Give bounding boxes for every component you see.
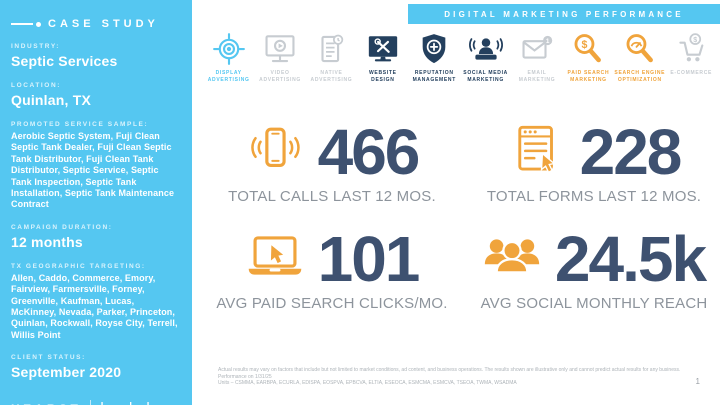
shield-plus-icon xyxy=(417,32,451,66)
units-list: Units – CSMMA, EARBPA, ECURLA, EDISPA, E… xyxy=(218,380,517,387)
service-label: VIDEO ADVERTISING xyxy=(259,70,302,83)
cart-dollar-icon: $ xyxy=(674,32,708,66)
service-label: E-COMMERCE xyxy=(670,70,713,76)
banner-title: DIGITAL MARKETING PERFORMANCE xyxy=(444,9,684,19)
laptop-click-icon xyxy=(246,228,304,291)
service-label: PAID SEARCH MARKETING xyxy=(567,70,610,83)
service-video-advertising: VIDEO ADVERTISING xyxy=(254,32,305,83)
service-email-marketing: 1 EMAIL MARKETING xyxy=(511,32,562,83)
audience-icon xyxy=(483,228,541,291)
magnifier-gauge-icon xyxy=(623,32,657,66)
campaign-duration-label: CAMPAIGN DURATION: xyxy=(11,223,113,231)
client-status-section: CLIENT STATUS: September 2020 xyxy=(11,354,178,380)
location-label: LOCATION: xyxy=(11,82,62,89)
svg-text:1: 1 xyxy=(546,38,550,45)
geo-targeting-list: Allen, Caddo, Commerce, Emory, Fairview,… xyxy=(11,272,178,340)
performance-date: Performance on 1/31/25 xyxy=(218,373,272,380)
promoted-services-label: PROMOTED SERVICE SAMPLE: xyxy=(11,121,149,128)
target-icon xyxy=(212,32,246,66)
announcer-icon xyxy=(468,32,503,66)
service-label: SOCIAL MEDIA MARKETING xyxy=(463,70,508,83)
svg-text:$: $ xyxy=(693,36,697,44)
service-label: WEBSITE DESIGN xyxy=(369,70,397,83)
stat-value: 466 xyxy=(317,116,421,188)
client-status-value: September 2020 xyxy=(11,364,122,381)
phone-ringing-icon xyxy=(246,121,304,184)
industry-section: INDUSTRY: Septic Services xyxy=(11,43,178,69)
localedge-logo: localedge xyxy=(100,400,167,405)
hearst-logo: HEARST xyxy=(11,402,81,405)
stat-label: AVG PAID SEARCH CLICKS/MO. xyxy=(216,295,448,312)
promoted-services-section: PROMOTED SERVICE SAMPLE: Aerobic Septic … xyxy=(11,121,178,211)
campaign-duration-value: 12 months xyxy=(11,233,83,250)
magnifier-dollar-icon: $ xyxy=(571,32,605,66)
disclaimer-text: Actual results may vary on factors that … xyxy=(218,367,681,373)
logo-divider xyxy=(90,400,92,405)
stat-value: 24.5k xyxy=(554,223,707,295)
service-reputation-management: REPUTATION MANAGEMENT xyxy=(409,32,460,83)
geo-targeting-label: TX GEOGRAPHIC TARGETING: xyxy=(11,262,146,270)
service-ecommerce: $ E-COMMERCE xyxy=(666,32,717,83)
service-website-design: WEBSITE DESIGN xyxy=(357,32,408,83)
campaign-duration-section: CAMPAIGN DURATION: 12 months xyxy=(11,224,178,250)
video-monitor-icon xyxy=(263,32,297,66)
service-native-advertising: NATIVE ADVERTISING xyxy=(306,32,357,83)
stats-grid: 466 TOTAL CALLS LAST 12 MOS. 228 TOTAL F… xyxy=(206,120,720,312)
sidebar: CASE STUDY INDUSTRY: Septic Services LOC… xyxy=(0,0,192,405)
service-label: REPUTATION MANAGEMENT xyxy=(412,70,456,83)
location-section: LOCATION: Quinlan, TX xyxy=(11,82,178,108)
client-status-label: CLIENT STATUS: xyxy=(11,354,86,362)
promoted-services-list: Aerobic Septic System, Fuji Clean Septic… xyxy=(11,131,175,210)
stat-label: TOTAL FORMS LAST 12 MOS. xyxy=(486,188,702,205)
services-row: DISPLAY ADVERTISING VIDEO ADVERTISING NA… xyxy=(203,32,717,83)
service-paid-search-marketing: $ PAID SEARCH MARKETING xyxy=(563,32,614,83)
stat-paid-search-clicks: 101 AVG PAID SEARCH CLICKS/MO. xyxy=(206,227,458,312)
case-study-header: CASE STUDY xyxy=(11,18,178,30)
brand-logo: HEARST localedge xyxy=(11,400,178,405)
stat-value: 101 xyxy=(317,223,421,295)
stat-label: TOTAL CALLS LAST 12 MOS. xyxy=(228,188,436,205)
disclaimer-block: Actual results may vary on factors that … xyxy=(218,367,690,387)
marker-line xyxy=(11,23,33,25)
service-social-media-marketing: SOCIAL MEDIA MARKETING xyxy=(460,32,511,83)
stat-total-forms: 228 TOTAL FORMS LAST 12 MOS. xyxy=(468,120,720,205)
industry-value: Septic Services xyxy=(11,53,118,69)
case-study-title: CASE STUDY xyxy=(48,18,159,30)
service-label: NATIVE ADVERTISING xyxy=(310,70,353,83)
service-label: EMAIL MARKETING xyxy=(518,70,556,83)
service-label: SEARCH ENGINE OPTIMIZATION xyxy=(614,70,666,83)
performance-banner: DIGITAL MARKETING PERFORMANCE xyxy=(408,4,720,24)
document-icon xyxy=(314,32,348,66)
location-value: Quinlan, TX xyxy=(11,92,91,108)
stat-value: 228 xyxy=(579,116,683,188)
monitor-tools-icon xyxy=(366,32,400,66)
stat-total-calls: 466 TOTAL CALLS LAST 12 MOS. xyxy=(206,120,458,205)
service-display-advertising: DISPLAY ADVERTISING xyxy=(203,32,254,83)
envelope-icon: 1 xyxy=(520,32,554,66)
stat-label: AVG SOCIAL MONTHLY REACH xyxy=(480,295,708,312)
svg-text:$: $ xyxy=(582,39,588,51)
marker-dot-icon xyxy=(36,21,41,27)
geo-targeting-section: TX GEOGRAPHIC TARGETING: Allen, Caddo, C… xyxy=(11,263,178,341)
form-click-icon xyxy=(508,121,566,184)
service-label: DISPLAY ADVERTISING xyxy=(207,70,250,83)
page-number: 1 xyxy=(695,377,700,386)
service-search-engine-optimization: SEARCH ENGINE OPTIMIZATION xyxy=(614,32,665,83)
industry-label: INDUSTRY: xyxy=(11,43,61,50)
stat-social-reach: 24.5k AVG SOCIAL MONTHLY REACH xyxy=(468,227,720,312)
